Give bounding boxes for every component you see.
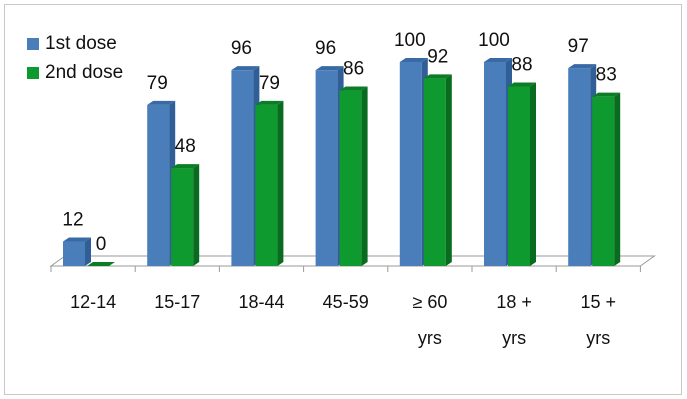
bar-1st-dose-3 bbox=[315, 66, 344, 266]
value-label-1st-dose-3: 96 bbox=[315, 38, 336, 59]
bar-top bbox=[508, 82, 536, 87]
value-label-2nd-dose-0: 0 bbox=[96, 234, 107, 255]
bar-top bbox=[423, 74, 452, 79]
value-label-1st-dose-4: 100 bbox=[394, 30, 426, 51]
bar-top bbox=[315, 66, 344, 71]
category-label-3: 45-59 bbox=[323, 292, 369, 312]
bar-1st-dose-1 bbox=[147, 100, 176, 266]
bar-2nd-dose-3 bbox=[339, 86, 368, 266]
bar-front bbox=[255, 104, 278, 266]
value-label-2nd-dose-1: 48 bbox=[175, 136, 196, 157]
bar-front bbox=[63, 241, 85, 266]
bar-1st-dose-6 bbox=[568, 64, 597, 266]
value-label-1st-dose-6: 97 bbox=[568, 36, 589, 57]
category-label-6: 15 + yrs bbox=[581, 292, 617, 348]
bar-1st-dose-4 bbox=[399, 58, 428, 266]
bar-front bbox=[147, 104, 170, 266]
bar-2nd-dose-4 bbox=[423, 74, 452, 266]
bar-2nd-dose-0 bbox=[87, 262, 115, 266]
value-label-2nd-dose-5: 88 bbox=[511, 54, 532, 75]
bar-top bbox=[255, 100, 284, 105]
bar-top bbox=[568, 64, 597, 69]
category-label-line: 18 + bbox=[496, 292, 532, 312]
bar-front bbox=[339, 90, 362, 266]
bar-1st-dose-0 bbox=[63, 237, 91, 266]
bar-1st-dose-5 bbox=[484, 58, 512, 266]
category-label-line: 12-14 bbox=[70, 292, 116, 312]
bar-top bbox=[171, 164, 200, 169]
bar-1st-dose-2 bbox=[231, 66, 260, 266]
bar-2nd-dose-6 bbox=[592, 92, 621, 267]
bar-top bbox=[87, 262, 115, 266]
chart-frame: 12 0 12-14 79 48 15-17 96 79 18-44 96 86 45-59 100 92… bbox=[4, 4, 682, 395]
legend-item-2nd-dose: 2nd dose bbox=[27, 58, 123, 87]
value-label-2nd-dose-2: 79 bbox=[259, 73, 280, 94]
category-label-line: ≥ 60 bbox=[412, 292, 447, 312]
category-label-0: 12-14 bbox=[70, 292, 116, 312]
bar-side bbox=[361, 86, 368, 266]
bar-front bbox=[231, 70, 254, 266]
value-label-1st-dose-2: 96 bbox=[231, 38, 252, 59]
category-label-line: yrs bbox=[502, 328, 526, 348]
bar-front bbox=[592, 96, 615, 267]
bar-2nd-dose-2 bbox=[255, 100, 284, 266]
bar-top bbox=[399, 58, 428, 62]
value-label-2nd-dose-4: 92 bbox=[427, 46, 448, 67]
bar-top bbox=[592, 92, 621, 97]
legend: 1st dose 2nd dose bbox=[27, 29, 123, 87]
value-label-2nd-dose-3: 86 bbox=[343, 59, 364, 80]
bar-front bbox=[423, 78, 446, 266]
value-label-2nd-dose-6: 83 bbox=[596, 65, 617, 86]
bar-chart: 12012-14794815-17967918-44968645-5910092… bbox=[49, 30, 656, 348]
bar-side bbox=[530, 82, 536, 266]
value-label-1st-dose-0: 12 bbox=[62, 210, 83, 231]
bar-top bbox=[484, 58, 512, 62]
bar-side bbox=[85, 237, 91, 266]
legend-item-1st-dose: 1st dose bbox=[27, 29, 123, 58]
bar-2nd-dose-5 bbox=[508, 82, 536, 266]
bar-front bbox=[508, 86, 530, 266]
category-label-5: 18 + yrs bbox=[496, 292, 532, 348]
category-label-line: yrs bbox=[586, 328, 610, 348]
category-label-line: 45-59 bbox=[323, 292, 369, 312]
bar-front bbox=[315, 70, 338, 266]
bar-side bbox=[193, 164, 200, 266]
category-label-line: yrs bbox=[418, 328, 442, 348]
value-label-1st-dose-1: 79 bbox=[147, 73, 168, 94]
bar-front bbox=[484, 62, 506, 266]
category-label-line: 15-17 bbox=[154, 292, 200, 312]
bar-front bbox=[399, 62, 422, 266]
value-label-1st-dose-5: 100 bbox=[478, 30, 510, 51]
bar-front bbox=[568, 68, 591, 266]
bar-top bbox=[147, 100, 176, 105]
category-label-2: 18-44 bbox=[238, 292, 284, 312]
category-label-1: 15-17 bbox=[154, 292, 200, 312]
bar-top bbox=[231, 66, 260, 71]
bar-front bbox=[171, 168, 194, 266]
bar-top bbox=[63, 237, 91, 242]
bar-top bbox=[339, 86, 368, 91]
legend-swatch-2nd-dose bbox=[27, 66, 39, 79]
category-label-4: ≥ 60 yrs bbox=[412, 292, 447, 348]
bar-2nd-dose-1 bbox=[171, 164, 200, 266]
legend-label-1st-dose: 1st dose bbox=[45, 33, 117, 54]
bar-side bbox=[277, 100, 284, 266]
bar-side bbox=[614, 92, 621, 267]
legend-label-2nd-dose: 2nd dose bbox=[45, 62, 124, 83]
category-label-line: 18-44 bbox=[238, 292, 284, 312]
category-label-line: 15 + bbox=[581, 292, 617, 312]
legend-swatch-1st-dose bbox=[27, 37, 39, 50]
bar-side bbox=[445, 74, 452, 266]
